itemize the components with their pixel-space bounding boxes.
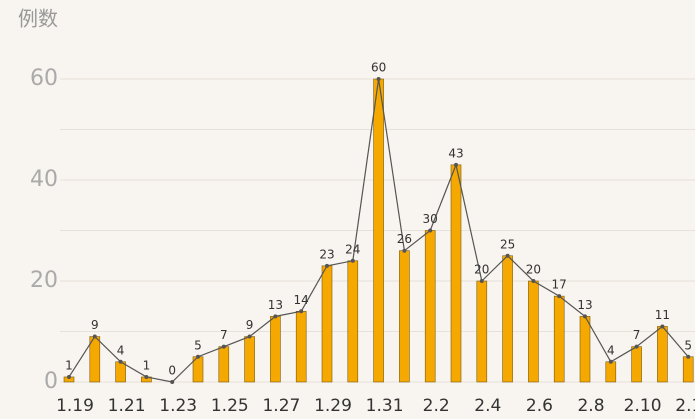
- bar: [399, 250, 410, 383]
- x-tick-label: 1.27: [262, 396, 300, 416]
- bar: [682, 356, 694, 383]
- bar: [270, 316, 281, 383]
- value-label: 7: [220, 328, 228, 342]
- bar: [89, 336, 101, 383]
- value-label: 43: [448, 146, 463, 160]
- line-point: [144, 374, 149, 379]
- line-point: [531, 279, 536, 283]
- bar: [244, 336, 255, 383]
- bar: [218, 346, 230, 383]
- value-label: 4: [607, 343, 615, 357]
- value-label: 4: [117, 343, 125, 357]
- value-label: 17: [552, 278, 567, 292]
- line-point: [376, 77, 381, 81]
- line-point: [686, 354, 691, 359]
- x-tick-label: 2.4: [474, 396, 501, 416]
- line-point: [221, 344, 226, 349]
- value-label: 1: [65, 358, 73, 372]
- line-point: [454, 162, 458, 167]
- value-label: 5: [684, 338, 692, 352]
- value-label: 9: [246, 318, 254, 332]
- line-point: [92, 334, 97, 339]
- bar: [553, 295, 565, 383]
- line-point: [428, 228, 433, 233]
- x-tick-label: 1.25: [211, 396, 249, 416]
- x-tick-label: 2.2: [423, 396, 450, 416]
- x-tick-label: 2.10: [624, 396, 662, 416]
- x-tick-label: 1.19: [56, 396, 94, 416]
- bar: [605, 361, 617, 383]
- value-label: 11: [655, 308, 670, 322]
- line-point: [247, 334, 252, 339]
- value-label: 23: [319, 247, 334, 261]
- value-label: 14: [294, 293, 309, 307]
- line-point: [608, 359, 613, 364]
- bar: [373, 78, 384, 383]
- line-point: [505, 253, 510, 258]
- bar: [579, 316, 591, 383]
- value-label: 60: [371, 61, 386, 75]
- bar: [424, 230, 436, 383]
- bar: [450, 164, 462, 383]
- value-label: 26: [397, 232, 412, 246]
- value-label: 24: [345, 242, 360, 256]
- value-label: 30: [423, 212, 438, 226]
- line-point: [634, 344, 639, 349]
- value-label: 13: [268, 298, 283, 312]
- line-point: [479, 279, 484, 283]
- line-point: [583, 314, 587, 319]
- line-point: [402, 248, 407, 253]
- y-tick-label: 40: [30, 167, 58, 192]
- line-point: [118, 359, 123, 364]
- bar: [528, 280, 539, 383]
- chart-title: 例数: [18, 7, 58, 31]
- bar: [631, 346, 642, 383]
- bar: [295, 310, 307, 383]
- x-tick-label: 2.12: [675, 396, 695, 416]
- value-label: 25: [500, 237, 515, 251]
- x-tick-label: 1.31: [366, 396, 404, 416]
- y-tick-label: 0: [44, 369, 58, 394]
- x-tick-label: 1.21: [108, 396, 146, 416]
- line-point: [273, 314, 278, 319]
- value-label: 5: [194, 338, 202, 352]
- bar: [657, 326, 668, 383]
- value-label: 9: [91, 318, 99, 332]
- x-tick-label: 2.8: [577, 396, 604, 416]
- line-point: [196, 354, 200, 359]
- bar: [476, 280, 488, 383]
- line-point: [170, 380, 175, 384]
- bar: [321, 265, 333, 383]
- bar: [502, 255, 513, 383]
- value-label: 20: [474, 263, 489, 277]
- bar: [115, 361, 126, 383]
- line-point: [67, 374, 71, 379]
- line-point: [660, 324, 665, 329]
- line-point: [299, 309, 304, 314]
- line-point: [350, 258, 355, 263]
- value-label: 0: [168, 364, 176, 378]
- value-label: 13: [577, 298, 592, 312]
- value-label: 7: [633, 328, 641, 342]
- x-tick-label: 1.29: [314, 396, 352, 416]
- line-point: [325, 263, 329, 268]
- y-tick-label: 60: [30, 66, 58, 91]
- bar: [347, 260, 359, 383]
- line-point: [557, 294, 562, 299]
- value-label: 1: [143, 358, 151, 372]
- x-tick-label: 2.6: [526, 396, 553, 416]
- value-label: 20: [526, 263, 541, 277]
- y-tick-label: 20: [30, 268, 58, 293]
- x-tick-label: 1.23: [159, 396, 197, 416]
